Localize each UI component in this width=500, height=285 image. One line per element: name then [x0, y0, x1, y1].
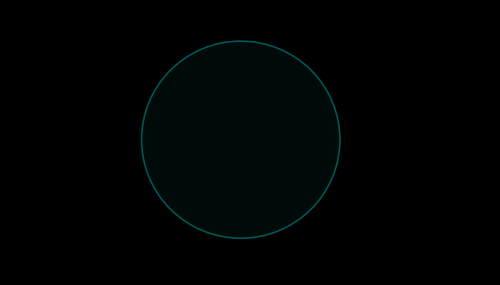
- Circle shape: [142, 41, 340, 238]
